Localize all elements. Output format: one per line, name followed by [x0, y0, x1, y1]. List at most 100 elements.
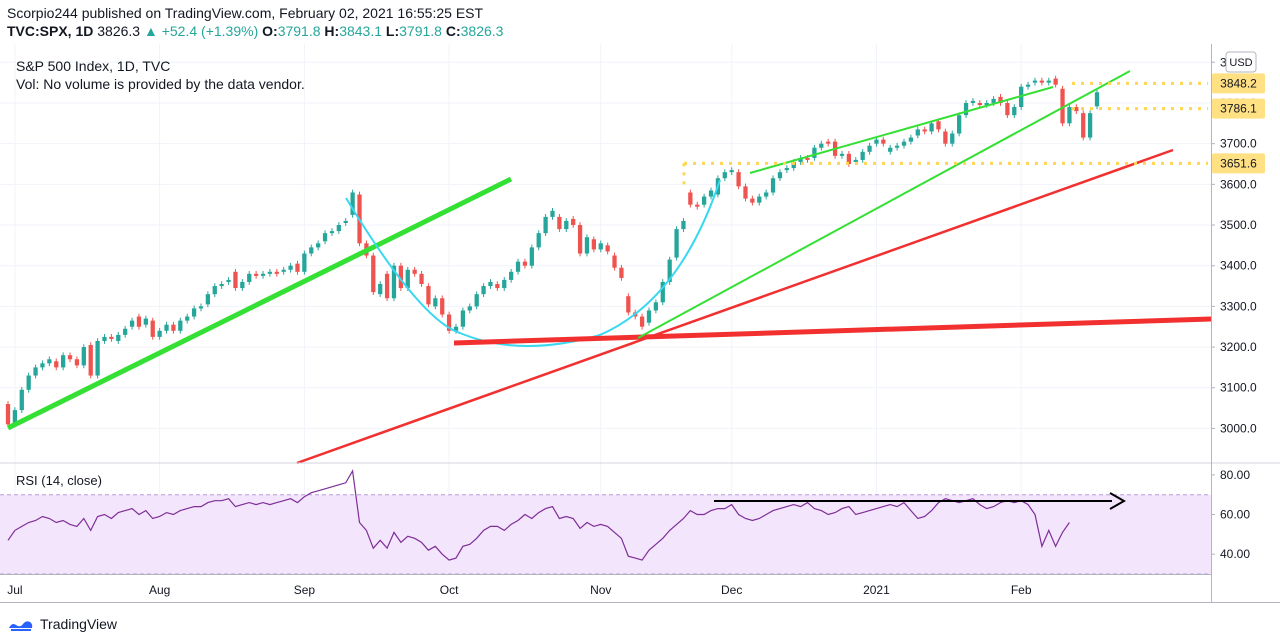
candle [729, 167, 734, 175]
candle-body [274, 271, 279, 274]
candle-body [922, 129, 927, 132]
candle [998, 94, 1003, 106]
candle-body [378, 284, 383, 295]
candle [529, 244, 534, 269]
legend-title: S&P 500 Index, 1D, TVC [16, 58, 171, 74]
candle-body [136, 316, 142, 327]
candle [674, 226, 679, 261]
rsi-pane[interactable] [0, 469, 1211, 575]
candle [171, 321, 176, 334]
last-price: 3826.3 [97, 23, 141, 39]
candle [653, 299, 659, 314]
candle-body [846, 153, 852, 165]
candle-body [198, 306, 204, 309]
candle-body [460, 310, 466, 327]
candle [109, 334, 114, 342]
candle [901, 138, 907, 149]
price-level-label: 3651.6 [1220, 156, 1257, 170]
candle [116, 332, 121, 344]
candle-body [343, 220, 348, 223]
candle-body [1067, 107, 1072, 124]
candle-body [26, 375, 31, 390]
candle-body [240, 281, 245, 289]
tradingview-footer[interactable]: TradingView [8, 613, 117, 635]
candle [701, 193, 707, 208]
currency-badge[interactable]: USD [1225, 51, 1257, 73]
candle [612, 252, 617, 271]
candle [378, 281, 383, 298]
candle-body [405, 269, 410, 289]
candle-body [791, 161, 796, 169]
candle-body [798, 157, 803, 162]
candle [371, 252, 376, 295]
candle [226, 277, 231, 285]
long-support-trendline[interactable] [296, 148, 1174, 465]
candle [67, 352, 73, 363]
candle-body [557, 216, 562, 230]
candle-body [81, 347, 86, 366]
candle [260, 270, 266, 279]
candle [412, 266, 417, 277]
candle-body [729, 170, 734, 173]
candle-body [67, 355, 73, 360]
candle [571, 216, 576, 228]
cup-curve[interactable] [345, 179, 721, 348]
price-chart[interactable]: 3900.03800.03700.03600.03500.03400.03300… [0, 44, 1280, 612]
candle-body [54, 361, 59, 368]
candle-body [708, 190, 714, 197]
candle-body [619, 267, 624, 278]
candle [5, 401, 11, 428]
candle [143, 315, 148, 328]
candles[interactable] [5, 75, 1100, 428]
candle [384, 270, 390, 302]
chart-grid [0, 44, 1211, 574]
rsi-axis[interactable]: 80.00 60.00 40.00 [1211, 468, 1250, 561]
rising-wedge-lower[interactable] [637, 70, 1131, 339]
candle-body [950, 133, 955, 144]
candle-body [984, 102, 989, 106]
candle-body [784, 168, 789, 171]
candle-body [419, 273, 424, 285]
candle [198, 303, 204, 312]
candle-body [143, 318, 148, 325]
candle-body [667, 259, 672, 282]
price-tick-label: 3200.0 [1220, 340, 1257, 354]
rising-wedge-upper[interactable] [749, 86, 1054, 174]
candle [302, 250, 307, 275]
support-trendline-summer[interactable] [6, 176, 513, 431]
price-level-label: 3848.2 [1220, 76, 1257, 90]
candle [329, 228, 335, 237]
candle-body [453, 326, 459, 331]
drawing-tools[interactable] [6, 70, 1212, 510]
candle [150, 317, 155, 340]
candle-body [571, 218, 576, 226]
candle-body [901, 141, 907, 146]
candle [1060, 85, 1065, 127]
publisher-line: Scorpio244 published on TradingView.com,… [7, 5, 484, 21]
candle-body [605, 245, 610, 252]
candle [433, 295, 438, 310]
horizontal-support-trendline[interactable] [453, 316, 1212, 346]
candle [867, 142, 872, 155]
candle [419, 270, 424, 287]
open-value: 3791.8 [277, 23, 321, 39]
candle-body [185, 316, 190, 321]
candle [660, 279, 665, 306]
candle [639, 313, 645, 330]
candle-body [12, 410, 18, 425]
candle-body [412, 269, 417, 274]
high-label: H: [324, 23, 340, 39]
candle [819, 140, 824, 151]
candle [33, 364, 38, 379]
close-label: C: [445, 23, 461, 39]
candle-body [867, 145, 872, 152]
symbol-name: TVC:SPX, 1D [7, 23, 94, 39]
candle-body [426, 286, 431, 305]
candle [591, 236, 596, 253]
candle-body [757, 196, 762, 203]
candle [977, 100, 982, 108]
time-axis[interactable]: Jul Aug Sep Oct Nov Dec 2021 Feb [7, 583, 1032, 597]
time-tick-label: Oct [440, 583, 459, 597]
candle [564, 218, 569, 232]
candle [19, 386, 24, 413]
